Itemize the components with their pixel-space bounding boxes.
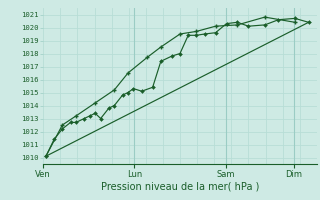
X-axis label: Pression niveau de la mer( hPa ): Pression niveau de la mer( hPa ) bbox=[101, 181, 259, 191]
